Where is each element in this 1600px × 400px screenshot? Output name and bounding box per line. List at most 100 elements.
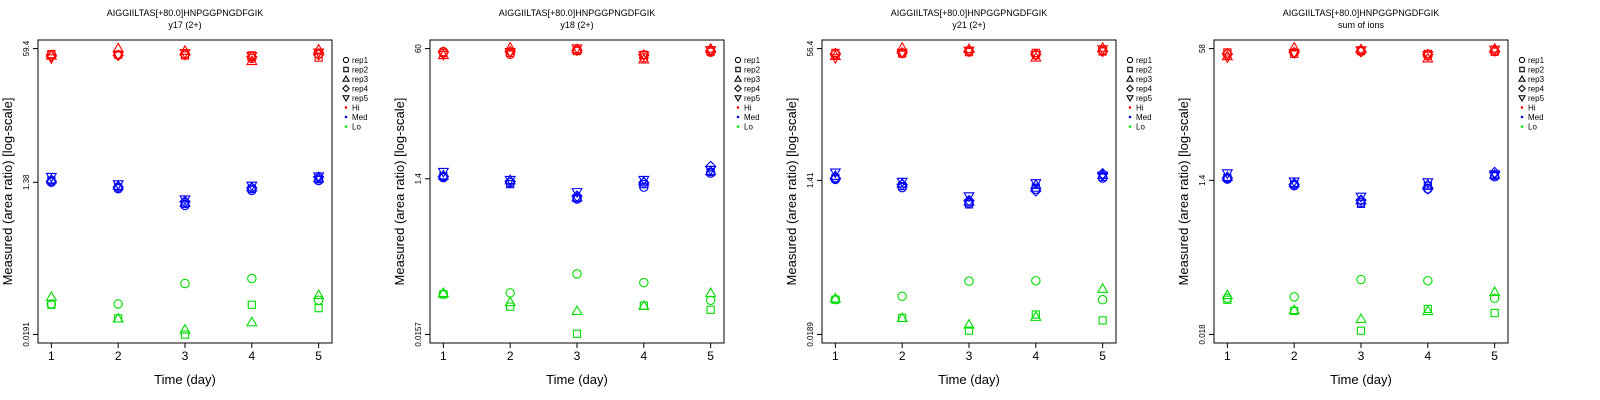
data-point-hi-rep1 (505, 49, 515, 59)
data-point-lo-rep1 (1356, 274, 1366, 285)
y-axis-label: Measured (area ratio) [log-scale] (0, 98, 15, 286)
data-point-lo-rep3 (504, 296, 516, 307)
legend-label-rep2: rep2 (1528, 66, 1545, 75)
y-tick-label: 1.41 (806, 172, 815, 188)
data-point-hi-rep3 (829, 49, 842, 61)
legend-label-rep4: rep4 (744, 85, 761, 94)
data-point-lo-rep3 (312, 289, 325, 300)
data-point-hi-rep4 (312, 48, 325, 61)
x-tick-label: 2 (1291, 349, 1298, 363)
chart-title: AIGGIILTAS[+80.0]HNPGGPNGDFGIK (107, 8, 263, 18)
x-tick-label: 3 (966, 349, 973, 363)
data-point-hi-rep5 (829, 54, 842, 65)
data-point-hi-rep5 (1221, 53, 1234, 64)
data-point-hi-rep5 (1096, 45, 1109, 56)
legend-marker-rep3 (342, 74, 350, 82)
data-point-hi-rep5 (963, 46, 975, 57)
legend-marker-rep3 (734, 74, 742, 82)
data-point-med-rep5 (829, 168, 842, 179)
legend-label-rep5: rep5 (744, 94, 761, 103)
data-point-hi-rep5 (246, 51, 258, 63)
data-point-med-rep4 (45, 175, 58, 188)
legend-label-rep4: rep4 (1136, 85, 1153, 94)
legend-marker-rep5 (1518, 95, 1526, 103)
data-point-lo-rep3 (437, 286, 450, 298)
legend-label-rep5: rep5 (1528, 94, 1545, 103)
legend-dot-med (1128, 115, 1132, 119)
data-point-hi-rep5 (638, 51, 650, 62)
y-axis-label: Measured (area ratio) [log-scale] (1176, 98, 1191, 286)
data-point-med-rep4 (1030, 185, 1042, 197)
data-point-hi-rep5 (571, 44, 583, 55)
data-point-med-rep4 (704, 160, 717, 173)
data-point-lo-rep2 (1490, 308, 1499, 318)
x-tick-label: 2 (899, 349, 906, 363)
data-point-med-rep5 (112, 180, 124, 191)
data-point-lo-rep3 (1030, 310, 1042, 321)
data-point-med-rep5 (179, 195, 191, 206)
legend-label-rep5: rep5 (352, 94, 369, 103)
data-point-med-rep5 (963, 192, 975, 203)
chart-title: AIGGIILTAS[+80.0]HNPGGPNGDFGIK (499, 8, 655, 18)
legend-marker-rep3 (1126, 74, 1134, 82)
y-tick-label: 58 (1198, 44, 1207, 53)
data-point-hi-rep4 (1221, 48, 1234, 60)
legend-dot-lo (1520, 125, 1524, 128)
legend-marker-rep5 (1126, 95, 1134, 103)
legend-dot-med (1520, 115, 1524, 119)
data-point-med-rep4 (963, 194, 975, 207)
data-point-lo-rep3 (896, 311, 908, 323)
x-tick-label: 3 (1358, 349, 1365, 363)
data-point-lo-rep2 (247, 300, 256, 309)
y-tick-label: 1.4 (1198, 174, 1207, 186)
legend-marker-rep1 (342, 56, 350, 64)
legend-label-lo: Lo (744, 123, 753, 132)
legend-label-rep4: rep4 (352, 85, 369, 94)
legend-dot-hi (344, 106, 348, 109)
legend-dot-med (344, 115, 348, 119)
x-tick-label: 4 (1032, 349, 1039, 363)
data-point-hi-rep5 (504, 48, 516, 59)
data-point-med-rep4 (1422, 183, 1434, 195)
data-point-hi-rep3 (638, 53, 650, 64)
data-point-hi-rep3 (1288, 41, 1300, 52)
data-point-lo-rep1 (1031, 275, 1041, 286)
x-tick-label: 5 (1099, 349, 1106, 363)
data-point-hi-rep5 (704, 46, 717, 57)
data-point-hi-rep5 (437, 50, 450, 61)
data-point-lo-rep1 (180, 278, 190, 289)
x-tick-label: 5 (315, 349, 322, 363)
data-point-med-rep5 (571, 188, 583, 199)
chart-subtitle: y21 (2+) (952, 20, 985, 30)
x-tick-label: 1 (1224, 349, 1231, 363)
data-point-med-rep4 (112, 181, 124, 194)
data-point-lo-rep3 (45, 290, 58, 302)
x-tick-label: 1 (48, 349, 55, 363)
chart-subtitle: y18 (2+) (560, 20, 593, 30)
data-point-hi-rep1 (1289, 47, 1299, 58)
legend-label-med: Med (1136, 113, 1152, 122)
data-point-med-rep5 (437, 167, 450, 179)
legend-marker-rep4 (734, 84, 742, 93)
data-point-hi-rep4 (1096, 45, 1109, 58)
data-point-med-rep5 (45, 172, 58, 183)
y-tick-label: 60 (414, 44, 423, 53)
legend-marker-rep1 (1126, 56, 1134, 64)
data-point-med-rep5 (312, 172, 325, 183)
data-point-hi-rep5 (1288, 48, 1300, 60)
data-point-lo-rep1 (830, 294, 841, 305)
chart-subtitle: sum of ions (1338, 20, 1385, 30)
data-point-lo-rep2 (506, 302, 515, 311)
legend-marker-rep4 (1518, 84, 1526, 93)
data-point-hi-rep5 (312, 48, 325, 59)
data-point-lo-rep1 (964, 276, 974, 286)
data-point-med-rep3 (1221, 170, 1234, 181)
data-point-med-rep4 (1288, 178, 1300, 191)
legend-label-rep2: rep2 (352, 66, 369, 75)
data-point-lo-rep2 (314, 304, 323, 313)
legend-label-hi: Hi (744, 104, 752, 113)
data-point-lo-rep1 (1097, 294, 1108, 305)
legend-dot-lo (344, 125, 348, 128)
